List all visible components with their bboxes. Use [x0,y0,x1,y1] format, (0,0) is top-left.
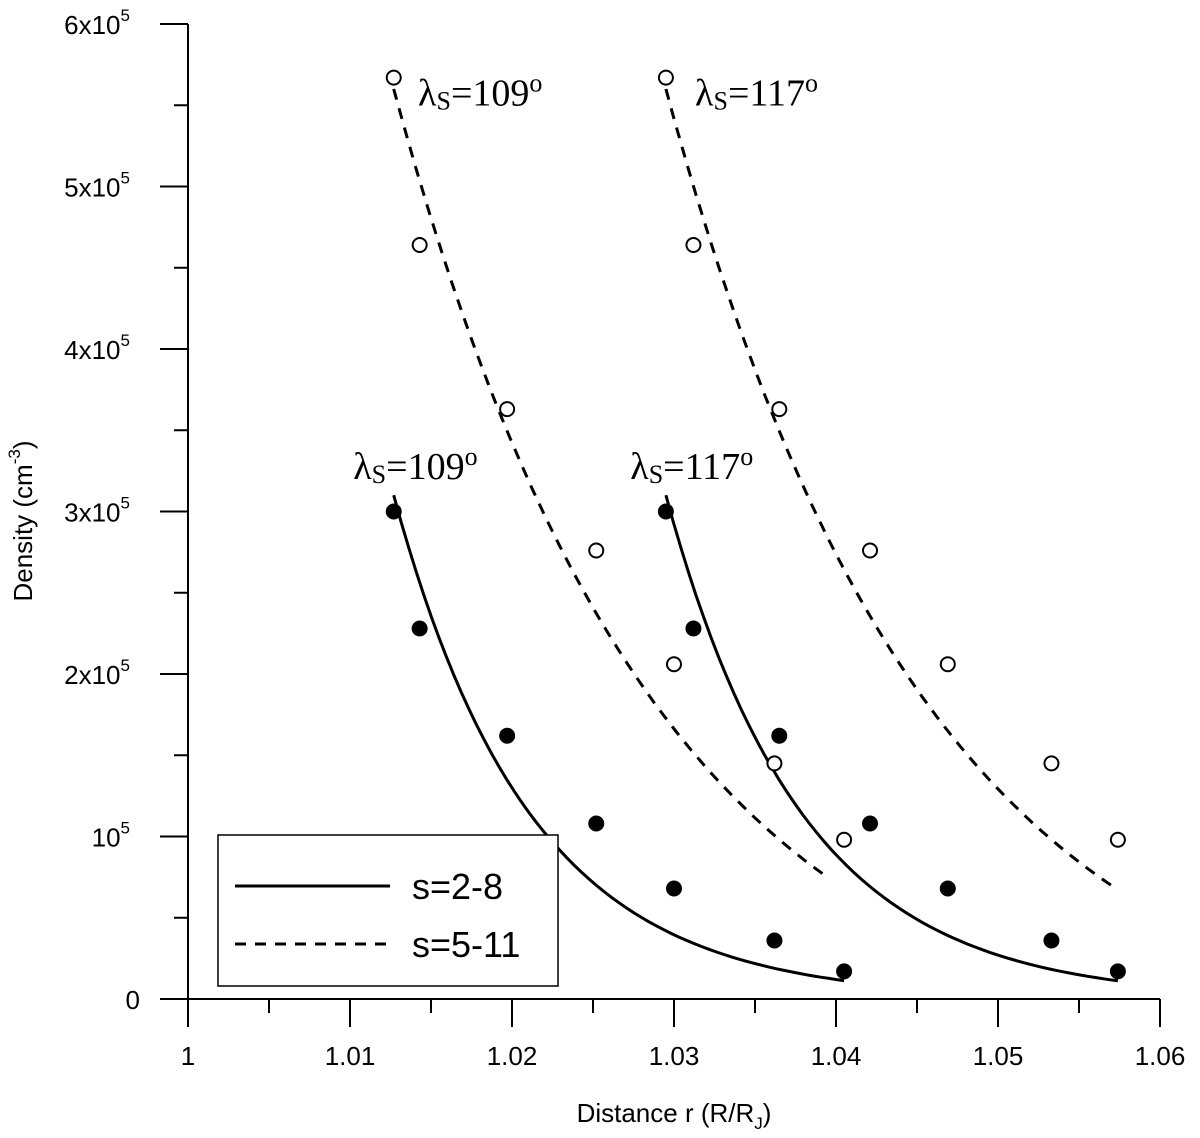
filled-data-point [588,815,605,832]
filled-data-point [771,727,788,744]
filled-data-point [666,880,682,897]
axis-titles: Distance r (R/RJ) Density (cm-3) [5,440,771,1133]
open-data-point [1043,755,1060,772]
filled-data-point [685,620,702,637]
y-tick-label: 105 [92,819,130,853]
open-data-point [836,831,853,848]
filled-data-point [385,503,402,520]
y-tick-label: 3x105 [64,494,130,528]
fit-curves [392,88,1119,983]
x-tick-label: 1.06 [1135,1041,1186,1071]
x-tick-label: 1.03 [649,1041,700,1071]
filled-data-point [411,620,428,637]
open-data-point [862,542,879,559]
fit-curve-1 [392,494,845,983]
filled-data-point [836,963,853,980]
open-data-point [385,69,402,86]
y-tick-label: 5x105 [64,169,130,203]
lambda-annotation: λS=117o [695,68,818,115]
legend: s=2-8 s=5-11 [217,834,559,987]
legend-box [217,834,559,987]
fit-curve-3 [392,88,829,879]
open-data-point [771,401,788,418]
open-data-point [766,755,783,772]
filled-data-point [499,727,516,744]
ticks: 1 1.01 1.02 1.03 1.04 1.05 1.06 0 105 2x105 3x105 4… [64,6,1185,1071]
y-tick-label: 6x105 [64,6,130,40]
annotations: λS=109o λS=117o λS=109o λS=117o [353,68,818,489]
open-data-point [1109,831,1126,848]
filled-data-point [1109,963,1126,980]
open-data-point [499,401,516,418]
x-axis-title: Distance r (R/RJ) [577,1098,772,1133]
legend-label-1: s=2-8 [412,866,503,907]
fit-curve-2 [664,494,1119,983]
lambda-annotation: λS=117o [630,442,753,489]
x-tick-label: 1.05 [973,1041,1024,1071]
open-data-point [657,69,674,86]
filled-data-point [862,815,879,832]
x-tick-label: 1 [181,1041,195,1071]
open-data-point [666,656,682,673]
open-data-point [588,542,605,559]
y-tick-label: 4x105 [64,331,130,365]
data-points [385,69,1126,980]
filled-data-point [939,880,956,897]
y-tick-label: 2x105 [64,656,130,690]
filled-data-point [1043,932,1060,949]
x-tick-label: 1.02 [487,1041,538,1071]
lambda-annotation: λS=109o [418,68,542,115]
open-data-point [685,237,702,253]
filled-data-point [766,932,783,949]
open-data-point [411,237,428,253]
x-tick-label: 1.01 [325,1041,376,1071]
y-axis-title: Density (cm-3) [5,440,38,601]
fit-curve-4 [664,88,1119,892]
legend-label-2: s=5-11 [412,924,520,965]
y-tick-label: 0 [126,985,140,1015]
lambda-annotation: λS=109o [353,442,477,489]
x-tick-label: 1.04 [811,1041,862,1071]
filled-data-point [657,503,674,520]
open-data-point [939,656,956,673]
